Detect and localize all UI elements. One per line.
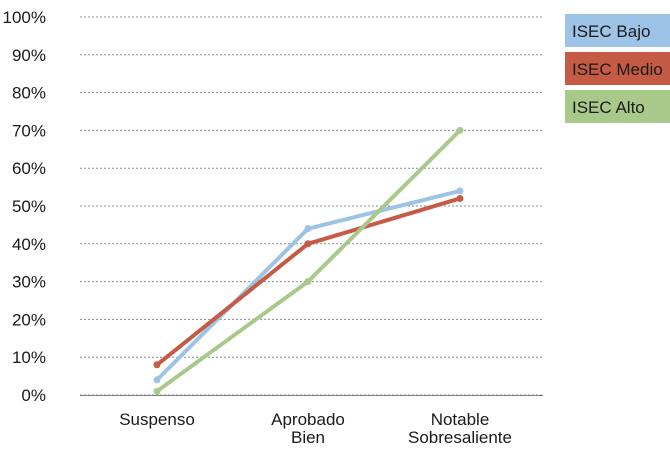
data-point	[153, 376, 161, 384]
legend: ISEC Bajo ISEC Medio ISEC Alto	[565, 14, 670, 123]
y-tick-label: 30%	[12, 273, 46, 292]
y-tick-label: 90%	[12, 46, 46, 65]
y-tick-label: 0%	[21, 386, 46, 405]
y-tick-label: 70%	[12, 121, 46, 140]
y-tick-label: 80%	[12, 84, 46, 103]
data-point	[304, 225, 312, 233]
x-category-label: Notable Sobresaliente	[408, 410, 512, 447]
legend-swatch	[565, 14, 670, 47]
series-line	[155, 188, 462, 382]
y-tick-label: 20%	[12, 310, 46, 329]
data-point	[456, 194, 464, 202]
y-tick-label: 40%	[12, 235, 46, 254]
legend-swatch	[565, 52, 670, 85]
data-point	[304, 240, 312, 248]
x-category-label-line: Bien	[291, 428, 325, 447]
x-category-label-line: Suspenso	[119, 410, 195, 429]
data-point	[304, 278, 312, 286]
x-category-label-line: Sobresaliente	[408, 428, 512, 447]
legend-label: ISEC Medio	[572, 60, 663, 79]
data-point	[456, 187, 464, 195]
legend-swatch	[565, 90, 670, 123]
data-point	[153, 387, 161, 395]
x-axis: Suspenso Aprobado Bien Notable Sobresaliente	[80, 395, 543, 447]
x-category-label: Aprobado Bien	[271, 410, 345, 447]
y-axis: 0% 10% 20% 30% 40% 50% 60% 70% 80% 90% 100%	[3, 8, 46, 405]
data-point	[153, 361, 161, 369]
x-category-label-line: Aprobado	[271, 410, 345, 429]
legend-label: ISEC Alto	[572, 98, 645, 117]
x-category-label: Suspenso	[119, 410, 195, 429]
data-point	[456, 126, 464, 134]
series-line	[155, 128, 462, 394]
series-lines	[153, 126, 464, 395]
y-tick-label: 50%	[12, 197, 46, 216]
legend-label: ISEC Bajo	[572, 22, 650, 41]
gridlines	[80, 16, 543, 396]
y-tick-label: 100%	[3, 8, 46, 27]
y-tick-label: 60%	[12, 159, 46, 178]
y-tick-label: 10%	[12, 348, 46, 367]
x-category-label-line: Notable	[431, 410, 490, 429]
